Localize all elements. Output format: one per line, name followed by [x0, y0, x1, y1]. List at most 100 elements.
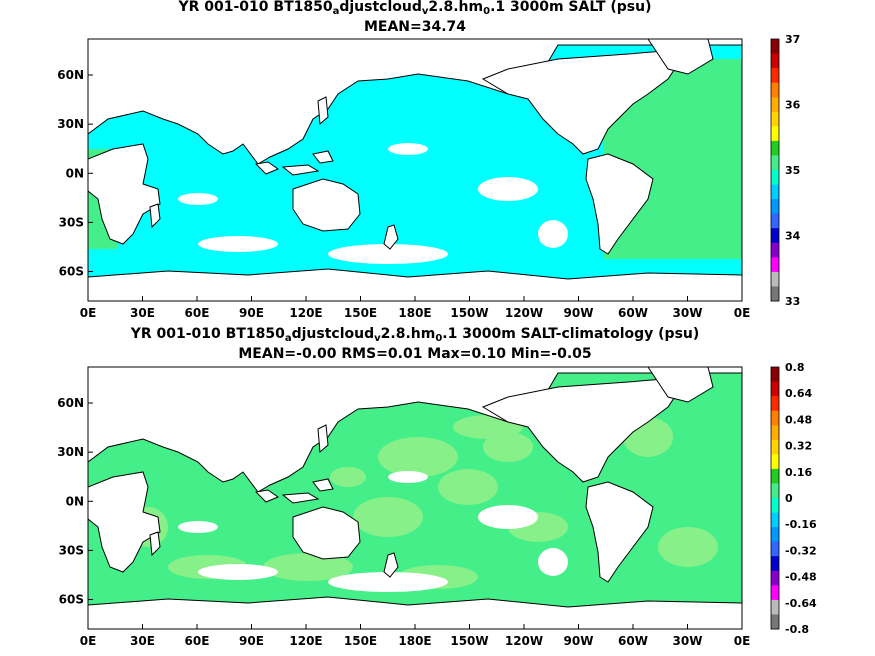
- colorbar-segment: [771, 286, 779, 302]
- colorbar-label: -0.64: [785, 597, 817, 610]
- colorbar-segment: [771, 140, 779, 156]
- panel1-colorbar: 37 36 35 34 33: [770, 33, 801, 308]
- shallow-area: [538, 548, 568, 576]
- colorbar-segment: [771, 97, 779, 113]
- colorbar-segment: [771, 570, 779, 586]
- colorbar-segment: [771, 126, 779, 142]
- panel2-map: [87, 366, 743, 630]
- panel1-title: YR 001-010 BT1850adjustcloudv2.8.hm0.1 3…: [178, 0, 652, 17]
- y-tick-label: 60N: [57, 68, 84, 82]
- anomaly-patch: [438, 469, 498, 505]
- y-tick-label: 60S: [59, 265, 84, 279]
- x-tick-label: 150W: [450, 634, 488, 648]
- anomaly-patch: [263, 553, 353, 581]
- shallow-area: [478, 177, 538, 201]
- colorbar-segment: [771, 498, 779, 514]
- colorbar-segment: [771, 483, 779, 499]
- colorbar-segment: [771, 410, 779, 426]
- x-tick-label: 30E: [130, 306, 155, 320]
- x-tick-label: 150E: [344, 306, 377, 320]
- colorbar-label: 0.64: [785, 387, 812, 400]
- colorbar-segment: [771, 170, 779, 186]
- colorbar-segment: [771, 556, 779, 572]
- y-tick-label: 0N: [66, 494, 84, 508]
- colorbar-segment: [771, 184, 779, 200]
- anomaly-patch: [658, 527, 718, 567]
- shallow-area: [198, 236, 278, 252]
- shallow-area: [388, 471, 428, 483]
- anomaly-patch: [353, 497, 423, 537]
- shallow-area: [178, 521, 218, 533]
- colorbar-frame: [770, 366, 780, 630]
- colorbar-label: 0.16: [785, 466, 812, 479]
- x-tick-label: 60E: [185, 306, 210, 320]
- panel1-map: [87, 38, 743, 302]
- colorbar-segment: [771, 68, 779, 84]
- x-tick-label: 180E: [398, 306, 431, 320]
- panel2-title: YR 001-010 BT1850adjustcloudv2.8.hm0.1 3…: [130, 326, 700, 344]
- x-tick-label: 90E: [239, 306, 264, 320]
- colorbar-segment: [771, 228, 779, 244]
- colorbar-segment: [771, 271, 779, 287]
- x-tick-label: 120E: [289, 634, 322, 648]
- x-tick-label: 120W: [505, 634, 543, 648]
- x-tick-label: 30W: [673, 634, 703, 648]
- shallow-area: [388, 143, 428, 155]
- colorbar-label: 0.48: [785, 413, 812, 426]
- colorbar-segment: [771, 242, 779, 258]
- y-tick-label: 60S: [59, 593, 84, 607]
- colorbar-segment: [771, 155, 779, 171]
- x-tick-label: 90W: [564, 306, 594, 320]
- x-tick-label: 30E: [130, 634, 155, 648]
- x-tick-label: 150E: [344, 634, 377, 648]
- x-tick-label: 0E: [734, 634, 751, 648]
- x-tick-label: 60W: [618, 306, 648, 320]
- shallow-area: [538, 220, 568, 248]
- x-tick-label: 60E: [185, 634, 210, 648]
- anomaly-patch: [330, 467, 366, 487]
- colorbar-segment: [771, 541, 779, 557]
- y-tick-label: 0N: [66, 166, 84, 180]
- colorbar-segment: [771, 396, 779, 412]
- panel2-stats: MEAN=-0.00 RMS=0.01 Max=0.10 Min=-0.05: [238, 346, 592, 362]
- shallow-area: [328, 572, 448, 592]
- colorbar-segment: [771, 39, 779, 55]
- colorbar-segment: [771, 53, 779, 69]
- colorbar-label: 0: [785, 492, 793, 505]
- colorbar-segment: [771, 111, 779, 127]
- colorbar-segment: [771, 199, 779, 215]
- colorbar-label: 37: [785, 33, 800, 46]
- x-tick-label: 90W: [564, 634, 594, 648]
- x-tick-label: 120W: [505, 306, 543, 320]
- colorbar-segment: [771, 599, 779, 615]
- colorbar-label: 34: [785, 230, 801, 243]
- colorbar-segment: [771, 614, 779, 630]
- shallow-area: [478, 505, 538, 529]
- x-tick-label: 180E: [398, 634, 431, 648]
- colorbar-segment: [771, 439, 779, 455]
- panel1-stats: MEAN=34.74: [363, 19, 467, 35]
- shallow-area: [198, 564, 278, 580]
- y-tick-label: 30S: [59, 543, 84, 557]
- colorbar-label: -0.16: [785, 518, 817, 531]
- x-tick-label: 0E: [734, 306, 751, 320]
- colorbar-frame: [770, 38, 780, 302]
- colorbar-segment: [771, 512, 779, 528]
- x-tick-label: 120E: [289, 306, 322, 320]
- colorbar-label: 35: [785, 164, 800, 177]
- colorbar-segment: [771, 454, 779, 470]
- colorbar-segment: [771, 367, 779, 383]
- colorbar-label: 36: [785, 99, 801, 112]
- x-tick-label: 150W: [450, 306, 488, 320]
- anomaly-patch: [483, 432, 533, 462]
- shallow-area: [178, 193, 218, 205]
- colorbar-segment: [771, 468, 779, 484]
- y-tick-label: 30N: [57, 117, 84, 131]
- shallow-area: [328, 244, 448, 264]
- colorbar-segment: [771, 527, 779, 543]
- colorbar-segment: [771, 425, 779, 441]
- colorbar-segment: [771, 381, 779, 397]
- x-tick-label: 60W: [618, 634, 648, 648]
- anomaly-patch: [378, 437, 458, 477]
